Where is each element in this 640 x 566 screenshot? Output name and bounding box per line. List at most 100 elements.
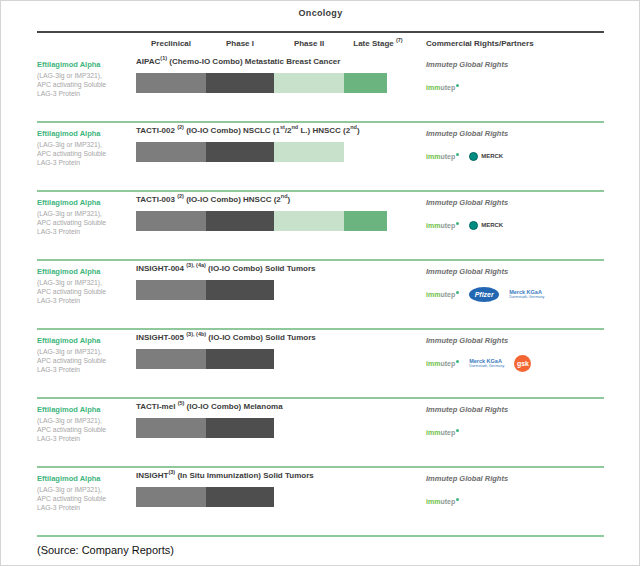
rights-label: Immutep Global Rights: [426, 405, 604, 414]
partners-cell: Immutep Global Rights immutepMerck KGaAD…: [426, 333, 604, 397]
pipeline-row: Eftilagimod Alpha (LAG-3Ig or IMP321),AP…: [37, 192, 604, 261]
immutep-logo-dot: [456, 153, 459, 156]
immutep-logo-dot: [456, 360, 459, 363]
trial-cell: AIPAC(1) (Chemo-IO Combo) Metastatic Bre…: [136, 57, 412, 121]
drug-label: Eftilagimod Alpha (LAG-3Ig or IMP321),AP…: [37, 57, 136, 121]
drug-description-line: APC activating Soluble: [37, 287, 130, 296]
drug-description-line: (LAG-3Ig or IMP321),: [37, 416, 130, 425]
rights-label: Immutep Global Rights: [426, 267, 604, 276]
rights-label: Immutep Global Rights: [426, 60, 604, 69]
bar-segment: [136, 487, 206, 507]
immutep-logo: immutep: [426, 429, 459, 436]
drug-description-line: LAG-3 Protein: [37, 89, 130, 98]
partners-cell: Immutep Global Rights immutep: [426, 402, 604, 466]
drug-name: Eftilagimod Alpha: [37, 336, 130, 345]
bar-segment: [206, 280, 274, 300]
merck-msd-circle-icon: [469, 152, 478, 161]
column-header-partners: Commercial Rights/Partners: [426, 39, 534, 48]
column-header-phase-i: Phase I: [206, 39, 274, 48]
drug-label: Eftilagimod Alpha (LAG-3Ig or IMP321),AP…: [37, 264, 136, 328]
drug-description-line: (LAG-3Ig or IMP321),: [37, 278, 130, 287]
immutep-logo: immutep: [426, 498, 459, 505]
partners-cell: Immutep Global Rights immutepMERCK: [426, 195, 604, 259]
partners-cell: Immutep Global Rights immutep: [426, 471, 604, 535]
drug-description-line: (LAG-3Ig or IMP321),: [37, 347, 130, 356]
drug-label: Eftilagimod Alpha (LAG-3Ig or IMP321),AP…: [37, 195, 136, 259]
phase-column-headers: PreclinicalPhase IPhase IILate Stage (7): [136, 39, 412, 48]
drug-label: Eftilagimod Alpha (LAG-3Ig or IMP321),AP…: [37, 471, 136, 535]
pipeline-row: Eftilagimod Alpha (LAG-3Ig or IMP321),AP…: [37, 399, 604, 468]
bar-segment: [206, 487, 274, 507]
trial-cell: TACTI-002 (2) (IO-IO Combo) NSCLC (1st/2…: [136, 126, 412, 190]
drug-description-line: LAG-3 Protein: [37, 365, 130, 374]
partner-logos: immutep Pfizer Merck KGaADarmstadt, German…: [426, 285, 604, 303]
bar-segment: [344, 211, 387, 231]
column-header-phase-ii: Phase II: [274, 39, 344, 48]
merck-kgaa-logo: Merck KGaADarmstadt, Germany: [469, 358, 504, 368]
trial-title: TACTI-002 (2) (IO-IO Combo) NSCLC (1st/2…: [136, 126, 412, 138]
immutep-logo-dot: [456, 84, 459, 87]
partners-cell: Immutep Global Rights immutepMERCK: [426, 126, 604, 190]
trial-cell: TACTI-mel (5) (IO-IO Combo) Melanoma: [136, 402, 412, 466]
drug-name: Eftilagimod Alpha: [37, 267, 130, 276]
drug-name: Eftilagimod Alpha: [37, 129, 130, 138]
drug-description: (LAG-3Ig or IMP321),APC activating Solub…: [37, 347, 130, 375]
merck-kgaa-logo: Merck KGaADarmstadt, Germany: [509, 289, 544, 299]
immutep-logo-dot: [456, 222, 459, 225]
trial-title: TACTI-003 (2) (IO-IO Combo) HNSCC (2nd): [136, 195, 412, 207]
drug-name: Eftilagimod Alpha: [37, 405, 130, 414]
rights-label: Immutep Global Rights: [426, 198, 604, 207]
bar-segment: [206, 73, 274, 93]
partner-logos: immutep: [426, 492, 604, 510]
immutep-logo: immutep: [426, 291, 459, 298]
merck-msd-logo: MERCK: [469, 221, 503, 230]
drug-description: (LAG-3Ig or IMP321),APC activating Solub…: [37, 278, 130, 306]
phase-progress-bar: [136, 280, 412, 300]
drug-description-line: (LAG-3Ig or IMP321),: [37, 485, 130, 494]
drug-description-line: APC activating Soluble: [37, 494, 130, 503]
pipeline-row: Eftilagimod Alpha (LAG-3Ig or IMP321),AP…: [37, 261, 604, 330]
partner-logos: immutep MERCK: [426, 147, 604, 165]
gsk-logo: gsk: [514, 355, 531, 372]
header-divider: [37, 31, 604, 33]
bar-segment: [136, 142, 206, 162]
bar-segment: [206, 142, 274, 162]
column-headers: PreclinicalPhase IPhase IILate Stage (7)…: [37, 39, 604, 52]
trial-title: INSIGHT-005 (3), (4b) (IO-IO Combo) Soli…: [136, 333, 412, 345]
phase-progress-bar: [136, 142, 412, 162]
immutep-logo: immutep: [426, 153, 459, 160]
bar-segment: [274, 73, 344, 93]
pipeline-rows: Eftilagimod Alpha (LAG-3Ig or IMP321),AP…: [37, 54, 604, 537]
drug-description-line: LAG-3 Protein: [37, 227, 130, 236]
bar-segment: [206, 418, 274, 438]
partner-logos: immutepMERCK: [426, 216, 604, 234]
pipeline-row: Eftilagimod Alpha (LAG-3Ig or IMP321),AP…: [37, 54, 604, 123]
pipeline-chart: Oncology PreclinicalPhase IPhase IILate …: [0, 0, 640, 566]
bar-segment: [206, 211, 274, 231]
drug-label: Eftilagimod Alpha (LAG-3Ig or IMP321),AP…: [37, 333, 136, 397]
trial-title: TACTI-mel (5) (IO-IO Combo) Melanoma: [136, 402, 412, 414]
bar-segment: [136, 280, 206, 300]
drug-description-line: APC activating Soluble: [37, 149, 130, 158]
rights-label: Immutep Global Rights: [426, 474, 604, 483]
trial-cell: INSIGHT-005 (3), (4b) (IO-IO Combo) Soli…: [136, 333, 412, 397]
bar-segment: [136, 349, 206, 369]
partners-cell: Immutep Global Rights immutep Pfizer Merck…: [426, 264, 604, 328]
merck-msd-logo: MERCK: [469, 152, 503, 161]
drug-description: (LAG-3Ig or IMP321),APC activating Solub…: [37, 209, 130, 237]
drug-description-line: APC activating Soluble: [37, 80, 130, 89]
drug-label: Eftilagimod Alpha (LAG-3Ig or IMP321),AP…: [37, 402, 136, 466]
phase-progress-bar: [136, 73, 412, 93]
trial-cell: INSIGHT(3) (In Situ Immunization) Solid …: [136, 471, 412, 535]
bar-segment: [274, 211, 344, 231]
pfizer-logo: Pfizer: [469, 287, 499, 302]
trial-title: INSIGHT(3) (In Situ Immunization) Solid …: [136, 471, 412, 483]
drug-description-line: (LAG-3Ig or IMP321),: [37, 140, 130, 149]
phase-progress-bar: [136, 211, 412, 231]
drug-description-line: LAG-3 Protein: [37, 296, 130, 305]
bar-segment: [206, 349, 274, 369]
bar-segment: [136, 418, 206, 438]
trial-title: AIPAC(1) (Chemo-IO Combo) Metastatic Bre…: [136, 57, 412, 69]
trial-cell: INSIGHT-004 (3), (4a) (IO-IO Combo) Soli…: [136, 264, 412, 328]
source-note: (Source: Company Reports): [37, 544, 604, 556]
